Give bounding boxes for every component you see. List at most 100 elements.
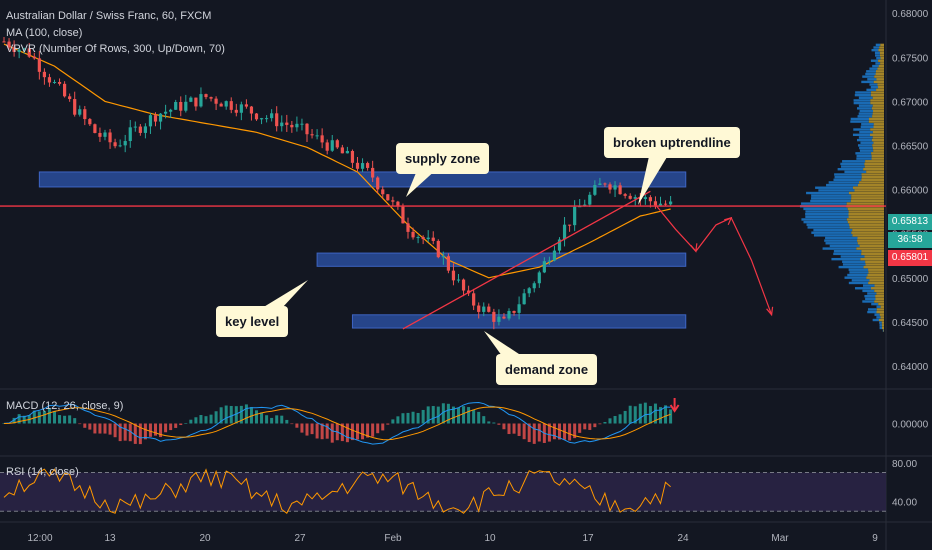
key-level-pointer [262,280,308,308]
macd-histogram-bar [83,423,87,428]
vpvr-down-bar [871,152,884,155]
candle-body-91 [461,279,466,291]
ma-value-badge: 0.65801 [888,250,932,266]
projection-arrow-4 [724,216,733,226]
vpvr-down-bar [846,218,884,221]
vpvr-down-bar [848,210,884,213]
macd-histogram-bar [78,423,82,425]
symbol-legend[interactable]: Australian Dollar / Swiss Franc, 60, FXC… [6,10,212,22]
vpvr-up-bar [801,202,847,205]
macd-histogram-bar [290,423,294,425]
macd-histogram-bar [179,423,183,426]
vpvr-up-bar [856,138,872,142]
macd-legend[interactable]: MACD (12, 26, close, 9) [6,400,124,412]
candle-body-67 [340,147,344,154]
vpvr-down-bar [868,271,884,274]
vpvr-down-bar [860,257,884,261]
macd-histogram-bar [436,406,440,424]
vpvr-down-bar [846,202,884,205]
macd-histogram-bar [558,423,561,440]
vpvr-down-bar [856,247,884,250]
macd-histogram-bar [633,406,637,424]
vpvr-down-bar [857,236,884,240]
macd-histogram-bar [648,406,652,424]
candle-body-73 [371,167,375,178]
macd-histogram-bar [2,423,6,424]
macd-histogram-bar [552,423,556,440]
price-tick-label: 0.66000 [892,186,929,197]
vpvr-up-bar [867,78,877,81]
vpvr-down-bar [867,273,884,277]
candle-body-5 [27,48,31,57]
vpvr-down-bar [849,226,884,229]
projection-arrow-2 [690,243,698,253]
vpvr-up-bar [865,297,876,301]
candle-body-128 [648,197,652,202]
vpvr-up-bar [850,117,870,121]
macd-histogram-bar [421,409,425,424]
candle-body-39 [199,94,203,107]
candle-body-18 [93,124,97,133]
candle-body-72 [366,163,370,168]
supply-zone-pointer [406,168,438,197]
price-tick-label: 0.64500 [892,318,929,329]
candle-body-20 [103,132,107,137]
macd-histogram-bar [366,423,370,438]
candle-body-109 [552,250,557,261]
macd-histogram-bar [108,423,112,435]
vpvr-down-bar [870,128,884,131]
vpvr-up-bar [879,326,883,330]
macd-histogram-bar [295,423,299,428]
vpvr-down-bar [874,300,884,303]
projection-path [654,204,773,316]
ma-legend[interactable]: MA (100, close) [6,27,83,39]
macd-histogram-bar [653,403,657,424]
price-tick-label: 0.64000 [892,362,929,373]
candle-body-9 [47,77,52,83]
vpvr-up-bar [876,56,881,60]
vpvr-down-bar [878,318,884,322]
vpvr-down-bar [879,46,884,49]
vpvr-down-bar [878,302,884,306]
candle-body-32 [164,111,168,114]
candle-body-70 [355,162,360,169]
vpvr-up-bar [811,194,852,197]
rsi-legend[interactable]: RSI (14, close) [6,466,79,478]
candle-body-6 [32,56,36,59]
macd-histogram-bar [477,411,481,424]
candle-body-87 [441,256,445,258]
vpvr-down-bar [875,294,884,298]
macd-histogram-bar [522,423,526,440]
candle-body-78 [396,201,400,207]
macd-histogram-bar [643,402,647,424]
candle-body-118 [598,183,602,186]
vpvr-down-bar [872,96,884,99]
macd-histogram-bar [194,417,198,424]
candle-body-35 [179,101,183,111]
macd-histogram-bar [148,423,152,437]
vpvr-down-bar [872,104,884,107]
macd-histogram-bar [381,423,385,431]
time-tick-label: 9 [872,533,878,544]
axes: 0.680000.675000.670000.665000.660000.655… [27,9,928,544]
macd-histogram-bar [128,423,132,442]
vpvr-up-bar [858,112,873,115]
candle-body-132 [669,201,673,205]
vpvr-legend[interactable]: VPVR (Number Of Rows, 300, Up/Down, 70) [6,43,225,55]
candle-body-49 [249,106,254,114]
candle-body-89 [451,270,456,281]
vpvr-up-bar [876,316,881,319]
candle-body-57 [290,124,294,128]
macd-histogram-bar [416,412,420,424]
vpvr-up-bar [803,220,848,224]
macd-histogram-bar [224,405,228,424]
macd-histogram-bar [517,423,521,436]
vpvr-up-bar [822,247,857,250]
vpvr-up-bar [805,215,849,219]
macd-histogram-bar [356,423,359,440]
vpvr-down-bar [873,109,884,113]
candle-body-74 [376,177,380,190]
vpvr-up-bar [879,324,882,327]
macd-histogram-bar [583,423,587,430]
